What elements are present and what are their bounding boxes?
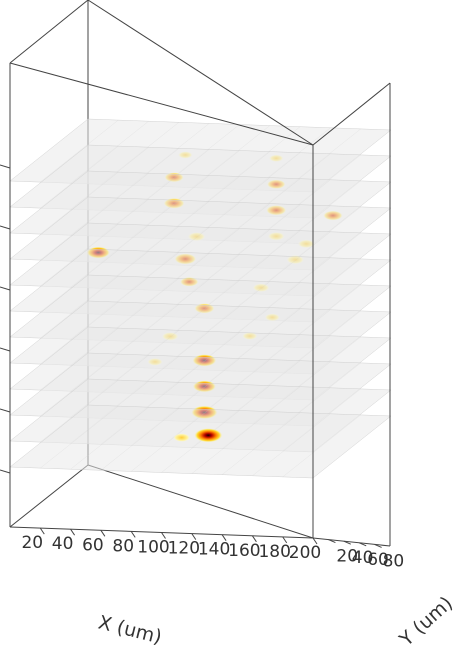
x-tick [39, 527, 45, 535]
axis-box-front [9, 0, 391, 547]
slice-gridline [40, 250, 119, 313]
y-tick-label: 40 [352, 548, 374, 568]
slice-gridline [100, 408, 179, 471]
slice-gridline [161, 410, 240, 473]
x-tick [251, 535, 257, 543]
z-tick [0, 225, 11, 230]
slice-gridline [40, 120, 119, 183]
x-tick [282, 536, 288, 544]
x-tick [161, 532, 166, 539]
slice-gridline [40, 146, 119, 209]
slice-gridline [40, 276, 119, 339]
box-edge-bottom-right [312, 537, 391, 547]
box-edge-back-bottom-y [9, 464, 89, 528]
box-edge-top-front [9, 62, 314, 146]
slice-stack [9, 118, 392, 479]
slice-gridline [40, 406, 119, 469]
slice-gridline [131, 409, 210, 472]
slice-gridline [40, 328, 119, 391]
x-tick [70, 528, 76, 536]
x-tick-label: 20 [21, 533, 43, 553]
slice-gridline [40, 198, 119, 261]
slice-gridline [222, 412, 301, 475]
slice-gridline [252, 413, 331, 476]
x-tick-label: 120 [168, 539, 200, 559]
x-tick-label: 40 [52, 534, 74, 554]
y-tick [328, 539, 336, 544]
x-tick [100, 530, 106, 537]
x-tick-label: 60 [82, 535, 104, 555]
z-axis-ticks [0, 164, 11, 474]
z-tick [0, 347, 11, 352]
x-tick-label: 180 [258, 542, 290, 562]
x-tick [130, 531, 136, 538]
x-tick-label: 200 [289, 543, 321, 563]
slice-gridline [40, 224, 119, 287]
hotspot-point [173, 433, 191, 442]
y-tick-label: 60 [367, 550, 389, 570]
z-tick [0, 408, 11, 413]
slice-gridline [191, 411, 270, 474]
y-tick [359, 542, 367, 547]
x-tick [191, 533, 197, 540]
x-tick-label: 140 [198, 540, 230, 560]
x-tick [221, 534, 227, 541]
box-edge-top-back [87, 0, 314, 146]
x-tick-label: 100 [137, 538, 169, 558]
hotspot-point [194, 428, 223, 443]
y-axis-label: Y (um) [395, 592, 453, 646]
x-tick [312, 537, 318, 545]
z-tick [0, 164, 11, 169]
slice-gridline [282, 414, 361, 477]
x-axis-label: X (um) [96, 612, 164, 646]
x-tick-label: 160 [228, 541, 260, 561]
slice-gridline [40, 380, 119, 443]
box-edge-top-left [9, 0, 89, 64]
y-tick [343, 540, 351, 545]
slice-gridline [40, 354, 119, 417]
box-edge-back-bottom-x [87, 464, 314, 539]
slice-gridline [70, 407, 149, 470]
y-tick-label: 20 [336, 547, 358, 567]
y-tick-label: 80 [383, 551, 405, 571]
y-tick [374, 543, 382, 548]
z-tick [0, 286, 11, 291]
z-tick [0, 469, 11, 474]
slice-gridline [40, 172, 119, 235]
slice-gridline [40, 302, 119, 365]
box-edge-top-right [312, 82, 391, 146]
x-tick-label: 80 [112, 536, 134, 556]
slice-plane [9, 404, 392, 479]
